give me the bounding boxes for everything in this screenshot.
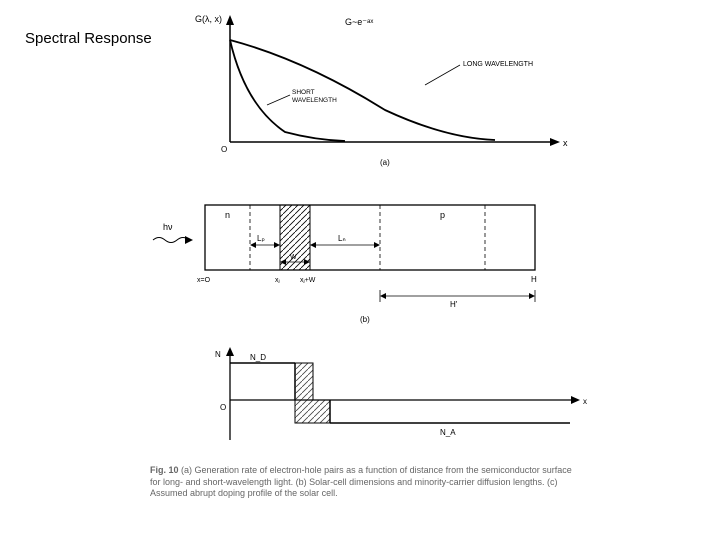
panel-b-svg: hν n p Lₚ Lₙ W x=O xⱼ xⱼ+W H H' (b) [145, 190, 565, 330]
subplot-a-label: (a) [380, 158, 390, 167]
page-title: Spectral Response [25, 30, 152, 47]
origin-label: O [221, 145, 227, 154]
panel-c: N x O N_D N_A [200, 345, 600, 455]
xj-label: xⱼ [275, 277, 280, 284]
figure-caption: Fig. 10 (a) Generation rate of electron-… [150, 465, 580, 500]
ln-label: Lₙ [338, 234, 346, 243]
xjw-label: xⱼ+W [300, 277, 316, 284]
x0-label: x=O [197, 277, 211, 284]
Hprime-label: H' [450, 300, 458, 309]
photon-label: hν [163, 222, 173, 232]
x-axis-label: x [563, 138, 568, 148]
H-label: H [531, 275, 537, 284]
n-axis-label: N [215, 350, 221, 359]
x-axis-label-c: x [583, 397, 587, 406]
long-wavelength-label: LONG WAVELENGTH [463, 61, 533, 68]
nd-label: N_D [250, 353, 266, 362]
short-wavelength-label-1: SHORT [292, 89, 315, 96]
panel-a: G(λ, x) x O G~e⁻ᵃˣ LONG WAVELENGTH SHORT… [185, 10, 585, 160]
panel-b: hν n p Lₚ Lₙ W x=O xⱼ xⱼ+W H H' (b) [145, 190, 565, 330]
na-label: N_A [440, 428, 456, 437]
lp-label: Lₚ [257, 234, 265, 243]
w-label: W [290, 254, 297, 261]
panel-a-svg: G(λ, x) x O G~e⁻ᵃˣ LONG WAVELENGTH SHORT… [185, 10, 585, 170]
short-wavelength-label-2: WAVELENGTH [292, 97, 337, 104]
panel-c-svg: N x O N_D N_A [200, 345, 600, 455]
subplot-b-label: (b) [360, 315, 370, 324]
y-axis-label: G(λ, x) [195, 14, 222, 24]
n-region-label: n [225, 210, 230, 220]
caption-text: (a) Generation rate of electron-hole pai… [150, 465, 572, 498]
caption-bold: Fig. 10 [150, 465, 179, 475]
p-region-label: p [440, 210, 445, 220]
equation-label: G~e⁻ᵃˣ [345, 17, 373, 27]
origin-c-label: O [220, 403, 226, 412]
